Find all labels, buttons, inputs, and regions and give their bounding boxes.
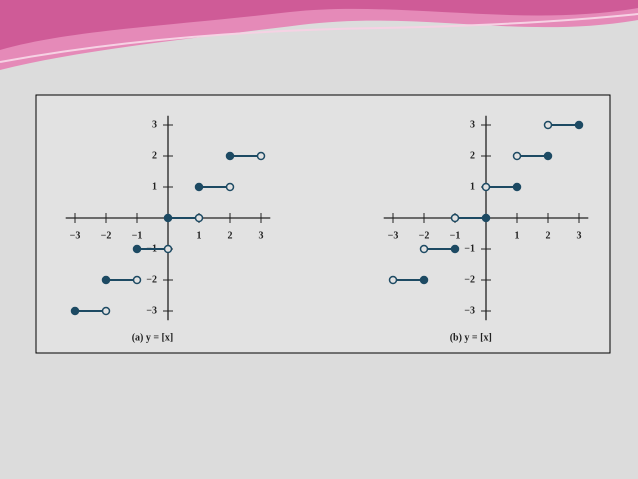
y-tick-label: 3	[152, 119, 157, 130]
chart-caption: (a) y = [x]	[132, 332, 174, 343]
open-dot	[543, 120, 553, 130]
open-dot	[132, 275, 142, 285]
closed-dot	[450, 244, 460, 254]
closed-dot	[419, 275, 429, 285]
y-tick-label: 2	[152, 150, 157, 161]
open-dot	[194, 213, 204, 223]
x-tick-label: 1	[197, 230, 202, 241]
x-tick-label: −2	[419, 230, 430, 241]
closed-dot	[543, 151, 553, 161]
x-tick-label: −2	[101, 230, 112, 241]
closed-dot	[70, 306, 80, 316]
y-tick-label: 1	[470, 181, 475, 192]
open-dot	[419, 244, 429, 254]
chart-caption: (b) y = [x]	[450, 332, 492, 343]
y-tick-label: −3	[146, 305, 157, 316]
closed-dot	[512, 182, 522, 192]
closed-dot	[132, 244, 142, 254]
y-tick-label: −1	[464, 243, 475, 254]
y-tick-label: 1	[152, 181, 157, 192]
figure-box	[35, 94, 611, 354]
x-tick-label: −3	[388, 230, 399, 241]
y-tick-label: −2	[464, 274, 475, 285]
y-tick-label: −3	[464, 305, 475, 316]
x-tick-label: 2	[546, 230, 551, 241]
open-dot	[163, 244, 173, 254]
header-swoosh-dark	[0, 0, 638, 50]
open-dot	[450, 213, 460, 223]
open-dot	[481, 182, 491, 192]
y-tick-label: 2	[470, 150, 475, 161]
y-tick-label: 3	[470, 119, 475, 130]
x-tick-label: 3	[577, 230, 582, 241]
open-dot	[388, 275, 398, 285]
closed-dot	[574, 120, 584, 130]
header-line	[0, 13, 638, 63]
x-tick-label: −3	[70, 230, 81, 241]
open-dot	[256, 151, 266, 161]
closed-dot	[225, 151, 235, 161]
x-tick-label: −1	[132, 230, 143, 241]
open-dot	[101, 306, 111, 316]
open-dot	[512, 151, 522, 161]
x-tick-label: −1	[450, 230, 461, 241]
x-tick-label: 3	[259, 230, 264, 241]
y-tick-label: −2	[146, 274, 157, 285]
x-tick-label: 1	[515, 230, 520, 241]
plots: −3 −2 −1 1 2 3 −3 −2 −1 1 2 3 (a) y = [x] −3 −2 −1 1 2 3 −3…	[65, 115, 589, 343]
closed-dot	[481, 213, 491, 223]
open-dot	[225, 182, 235, 192]
x-tick-label: 2	[228, 230, 233, 241]
closed-dot	[101, 275, 111, 285]
closed-dot	[194, 182, 204, 192]
closed-dot	[163, 213, 173, 223]
